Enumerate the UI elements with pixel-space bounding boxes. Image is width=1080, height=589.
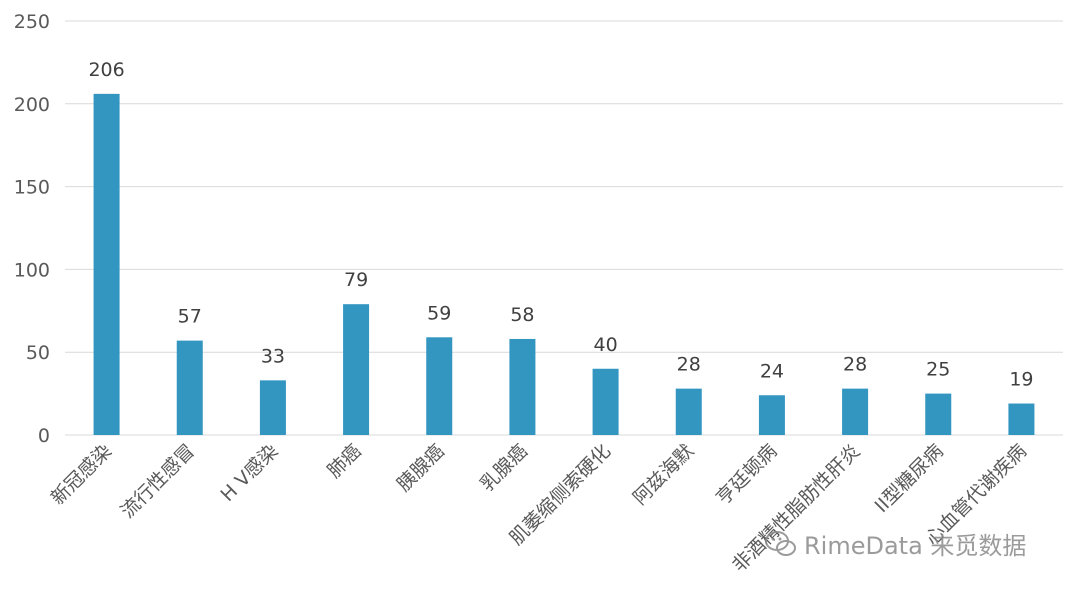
bar xyxy=(1008,403,1035,435)
x-tick-label: 亨廷顿病 xyxy=(712,440,781,509)
bar xyxy=(259,380,286,435)
bar xyxy=(925,393,952,435)
y-tick-label: 150 xyxy=(14,177,50,199)
y-tick-label: 50 xyxy=(26,342,50,364)
watermark-text: RimeData 来觅数据 xyxy=(804,532,1027,560)
data-label: 25 xyxy=(926,359,950,381)
x-tick-label: 新冠感染 xyxy=(47,440,116,509)
x-tick-label: 乳腺癌 xyxy=(476,440,532,496)
bar xyxy=(426,337,453,435)
data-label: 19 xyxy=(1009,369,1033,391)
x-tick-label: 肺癌 xyxy=(323,440,365,482)
bar xyxy=(343,304,370,435)
watermark: RimeData 来觅数据 xyxy=(764,526,1026,561)
x-tick-label: II型糖尿病 xyxy=(871,440,948,517)
data-label: 59 xyxy=(427,302,451,324)
data-labels: 206 57 33 79 59 58 40 28 24 28 25 19 xyxy=(88,59,1033,391)
grid-lines xyxy=(65,20,1063,436)
bar xyxy=(842,388,869,435)
bar xyxy=(675,388,702,435)
bar xyxy=(592,368,619,435)
data-label: 28 xyxy=(843,354,867,376)
data-label: 79 xyxy=(344,269,368,291)
data-label: 58 xyxy=(510,304,534,326)
data-label: 206 xyxy=(88,59,124,81)
y-tick-label: 100 xyxy=(14,259,50,281)
y-tick-label: 250 xyxy=(14,11,50,33)
x-tick-label: 阿兹海默 xyxy=(629,440,698,509)
data-label: 28 xyxy=(677,354,701,376)
data-label: 33 xyxy=(261,345,285,367)
data-label: 40 xyxy=(593,334,617,356)
bar xyxy=(176,340,203,435)
bar xyxy=(758,395,785,435)
bar xyxy=(509,338,536,435)
y-tick-label: 200 xyxy=(14,94,50,116)
bars xyxy=(93,93,1035,435)
x-tick-label: 流行性感冒 xyxy=(117,440,200,523)
x-tick-label: H V感染 xyxy=(216,440,282,506)
bar xyxy=(93,93,120,435)
wechat-icon xyxy=(765,530,796,556)
data-label: 24 xyxy=(760,360,784,382)
y-tick-label: 0 xyxy=(38,425,50,447)
data-label: 57 xyxy=(178,306,202,328)
y-axis-ticks: 0 50 100 150 200 250 xyxy=(14,11,50,447)
x-tick-label: 胰腺癌 xyxy=(393,440,449,496)
